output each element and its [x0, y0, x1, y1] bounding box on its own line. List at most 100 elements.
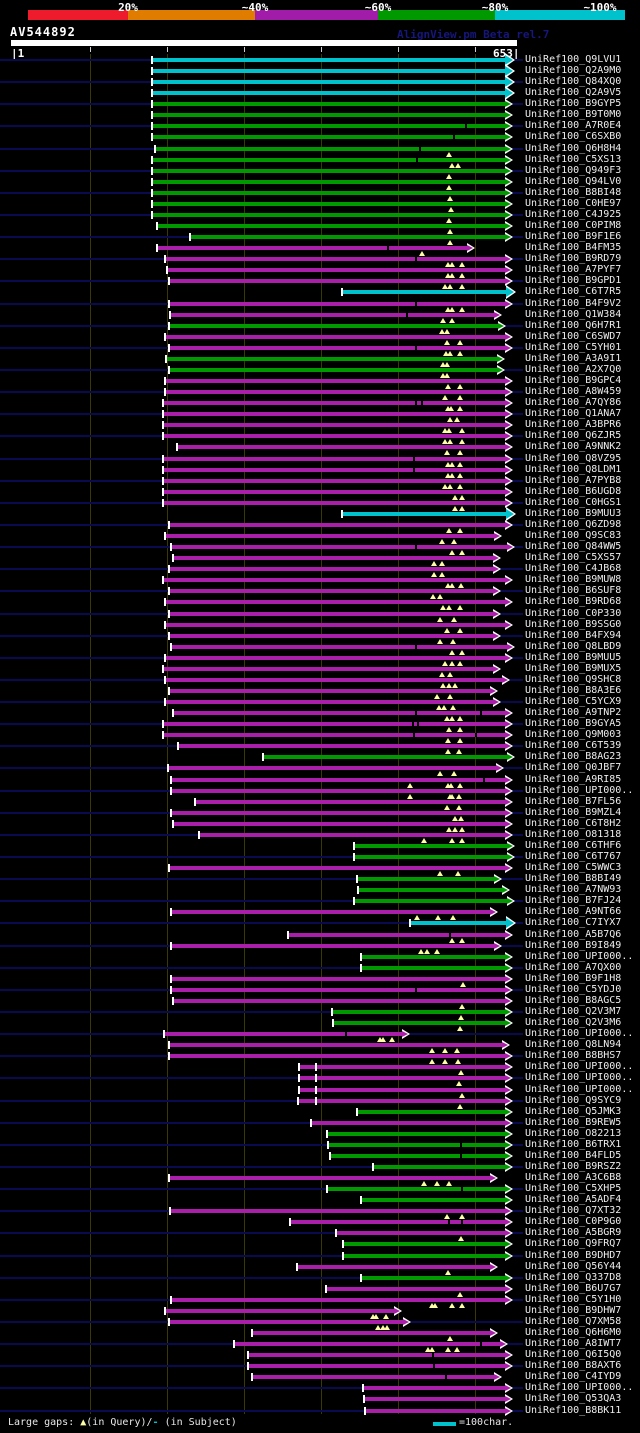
alignment-bar[interactable] [168, 766, 496, 770]
alignment-bar[interactable] [169, 523, 505, 527]
alignment-bar[interactable] [169, 346, 505, 350]
alignment-bar[interactable] [358, 888, 502, 892]
row-label[interactable]: UniRef100_C0HE97 [525, 198, 622, 209]
alignment-bar[interactable] [152, 102, 505, 106]
row-label[interactable]: UniRef100_C7IYX7 [525, 917, 622, 928]
alignment-bar[interactable] [343, 1254, 505, 1258]
alignment-bar[interactable] [354, 855, 507, 859]
row-label[interactable]: UniRef100_B9DHD7 [525, 1250, 622, 1261]
row-label[interactable]: UniRef100_B9T0M0 [525, 109, 622, 120]
alignment-bar[interactable] [328, 1143, 505, 1147]
row-label[interactable]: UniRef100_C6T767 [525, 851, 622, 862]
alignment-bar[interactable] [163, 423, 505, 427]
row-label[interactable]: UniRef100_B9RSZ2 [525, 1161, 622, 1172]
alignment-bar[interactable] [152, 113, 505, 117]
alignment-bar[interactable] [169, 866, 505, 870]
alignment-bar[interactable] [163, 578, 505, 582]
alignment-bar[interactable] [171, 778, 505, 782]
alignment-bar[interactable] [165, 390, 505, 394]
row-label[interactable]: UniRef100_B8BK11 [525, 1405, 622, 1416]
alignment-bar[interactable] [165, 600, 505, 604]
alignment-bar[interactable] [169, 279, 505, 283]
alignment-bar[interactable] [263, 755, 507, 759]
row-label[interactable]: UniRef100_B9DHW7 [525, 1305, 622, 1316]
alignment-bar[interactable] [166, 357, 497, 361]
alignment-bar[interactable] [165, 700, 493, 704]
row-label[interactable]: UniRef100_A7PYF7 [525, 264, 622, 275]
alignment-bar[interactable] [152, 58, 505, 62]
alignment-bar[interactable] [163, 733, 505, 737]
row-label[interactable]: UniRef100_Q6H8H4 [525, 143, 622, 154]
alignment-bar[interactable] [163, 722, 505, 726]
alignment-bar[interactable] [311, 1121, 505, 1125]
row-label[interactable]: UniRef100_B9GPC4 [525, 375, 622, 386]
alignment-bar[interactable] [299, 1065, 505, 1069]
alignment-bar[interactable] [169, 324, 498, 328]
row-label[interactable]: UniRef100_B9F1E6 [525, 231, 622, 242]
row-label[interactable]: UniRef100_Q0JBF7 [525, 762, 622, 773]
row-label[interactable]: UniRef100_Q6I5Q0 [525, 1349, 622, 1360]
row-label[interactable]: UniRef100_A3C6B8 [525, 1172, 622, 1183]
row-label[interactable]: UniRef100_B4F9V2 [525, 298, 622, 309]
row-label[interactable]: UniRef100_B7FJ24 [525, 895, 622, 906]
row-label[interactable]: UniRef100_Q5JMK3 [525, 1106, 622, 1117]
row-label[interactable]: UniRef100_A7R0E4 [525, 120, 622, 131]
alignment-bar[interactable] [163, 434, 505, 438]
row-label[interactable]: UniRef100_Q2A9V5 [525, 87, 622, 98]
row-label[interactable]: UniRef100_UPI000.. [525, 785, 634, 796]
row-label[interactable]: UniRef100_A9NT66 [525, 906, 622, 917]
row-label[interactable]: UniRef100_A8W459 [525, 386, 622, 397]
alignment-bar[interactable] [155, 147, 505, 151]
alignment-bar[interactable] [252, 1331, 490, 1335]
alignment-bar[interactable] [169, 589, 493, 593]
alignment-bar[interactable] [171, 1298, 505, 1302]
row-label[interactable]: UniRef100_Q2V3M7 [525, 1006, 622, 1017]
alignment-bar[interactable] [152, 213, 505, 217]
alignment-bar[interactable] [342, 512, 506, 516]
alignment-bar[interactable] [252, 1375, 494, 1379]
row-label[interactable]: UniRef100_Q949F3 [525, 165, 622, 176]
alignment-bar[interactable] [173, 822, 505, 826]
alignment-bar[interactable] [163, 457, 505, 461]
row-label[interactable]: UniRef100_Q9LVU1 [525, 54, 622, 65]
row-label[interactable]: UniRef100_Q94LV0 [525, 176, 622, 187]
row-label[interactable]: UniRef100_Q8VZ95 [525, 453, 622, 464]
row-label[interactable]: UniRef100_C6SXB0 [525, 131, 622, 142]
row-label[interactable]: UniRef100_B9GYA5 [525, 718, 622, 729]
alignment-bar[interactable] [169, 1043, 502, 1047]
alignment-bar[interactable] [178, 744, 505, 748]
alignment-bar[interactable] [342, 290, 506, 294]
row-label[interactable]: UniRef100_C5WWC3 [525, 862, 622, 873]
alignment-bar[interactable] [365, 1409, 505, 1413]
row-label[interactable]: UniRef100_Q9SHC8 [525, 674, 622, 685]
alignment-bar[interactable] [163, 412, 505, 416]
alignment-bar[interactable] [171, 811, 505, 815]
row-label[interactable]: UniRef100_C4J925 [525, 209, 622, 220]
alignment-bar[interactable] [343, 1242, 505, 1246]
row-label[interactable]: UniRef100_C5XHP5 [525, 1183, 622, 1194]
alignment-bar[interactable] [248, 1364, 505, 1368]
alignment-bar[interactable] [152, 124, 505, 128]
row-label[interactable]: UniRef100_C4IYD9 [525, 1371, 622, 1382]
alignment-bar[interactable] [171, 910, 490, 914]
row-label[interactable]: UniRef100_B4FM35 [525, 242, 622, 253]
alignment-bar[interactable] [163, 401, 505, 405]
alignment-bar[interactable] [173, 556, 493, 560]
row-label[interactable]: UniRef100_Q7XT32 [525, 1205, 622, 1216]
row-label[interactable]: UniRef100_A9RI85 [525, 774, 622, 785]
row-label[interactable]: UniRef100_O82213 [525, 1128, 622, 1139]
alignment-bar[interactable] [234, 1342, 500, 1346]
alignment-bar[interactable] [354, 844, 507, 848]
row-label[interactable]: UniRef100_Q84XQ0 [525, 76, 622, 87]
alignment-bar[interactable] [361, 1276, 505, 1280]
alignment-bar[interactable] [163, 667, 493, 671]
alignment-bar[interactable] [332, 1010, 505, 1014]
alignment-bar[interactable] [361, 1198, 505, 1202]
row-label[interactable]: UniRef100_C6SWD7 [525, 331, 622, 342]
row-label[interactable]: UniRef100_C0P330 [525, 608, 622, 619]
row-label[interactable]: UniRef100_Q9SYC9 [525, 1095, 622, 1106]
alignment-bar[interactable] [199, 833, 505, 837]
row-label[interactable]: UniRef100_B6UGD8 [525, 486, 622, 497]
row-label[interactable]: UniRef100_Q1W384 [525, 309, 622, 320]
alignment-bar[interactable] [164, 1032, 402, 1036]
